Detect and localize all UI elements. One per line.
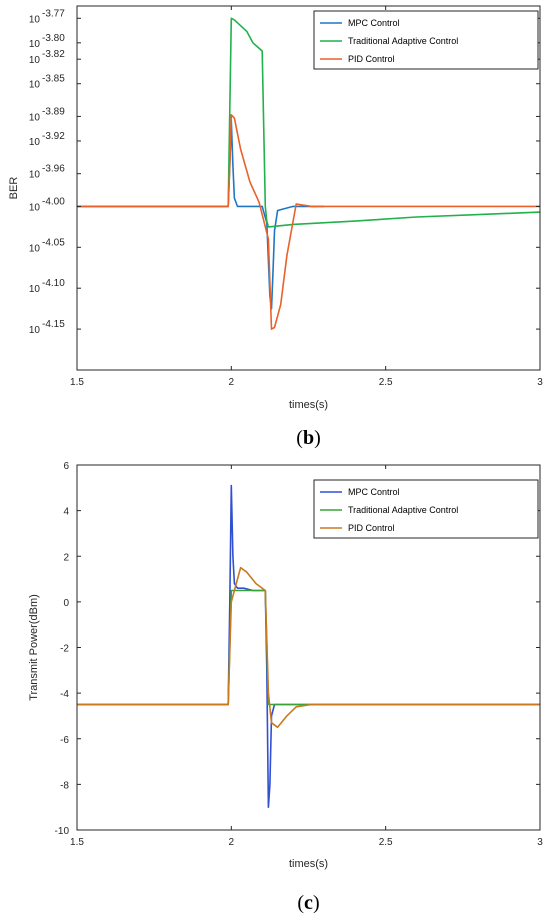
x-tick-label: 2 xyxy=(229,377,235,388)
legend-label: PID Control xyxy=(348,54,395,64)
y-tick-label-base: 10 xyxy=(29,137,41,148)
y-tick-label: -6 xyxy=(60,735,69,746)
y-tick-label: -2 xyxy=(60,644,69,655)
legend-box xyxy=(313,10,539,70)
y-tick-label-exponent: -3.80 xyxy=(42,33,65,44)
x-tick-label: 2.5 xyxy=(379,837,393,848)
legend-box xyxy=(313,479,539,539)
y-tick-label-exponent: -3.92 xyxy=(42,131,65,142)
y-tick-label: 2 xyxy=(63,552,69,563)
y-tick-label-exponent: -3.89 xyxy=(42,106,65,117)
y-tick-label-exponent: -3.82 xyxy=(42,49,65,60)
x-axis-label: times(s) xyxy=(289,858,328,870)
legend: MPC Control Traditional Adaptive Control P… xyxy=(313,479,539,539)
figure-caption: (c) xyxy=(297,892,319,914)
x-tick-label: 2.5 xyxy=(379,377,393,388)
y-tick-label: 0 xyxy=(63,598,69,609)
x-tick-label: 2 xyxy=(229,837,235,848)
y-tick-label-base: 10 xyxy=(29,202,41,213)
series-group xyxy=(77,17,540,330)
legend-label: MPC Control xyxy=(348,487,400,497)
y-axis-label: Transmit Power(dBm) xyxy=(28,594,40,701)
y-tick-label-exponent: -4.05 xyxy=(42,237,65,248)
x-tick-label: 1.5 xyxy=(70,837,84,848)
series-line-mpc-control xyxy=(77,119,324,310)
y-tick-label-exponent: -4.10 xyxy=(42,278,65,289)
y-tick-label-base: 10 xyxy=(29,39,41,50)
series-line-pid-control xyxy=(77,566,540,729)
y-tick-label-base: 10 xyxy=(29,325,41,336)
y-tick-label-exponent: -3.77 xyxy=(42,8,65,19)
plot-area-frame xyxy=(76,5,541,371)
legend-label: Traditional Adaptive Control xyxy=(348,505,458,515)
y-tick-label-exponent: -4.00 xyxy=(42,196,65,207)
y-tick-label: 6 xyxy=(63,461,69,472)
series-group xyxy=(77,484,540,809)
legend-label: Traditional Adaptive Control xyxy=(348,36,458,46)
y-tick-label: -10 xyxy=(55,826,70,837)
figure-caption: (b) xyxy=(296,427,320,449)
legend-label: PID Control xyxy=(348,523,395,533)
chart-b: 1.5 2 2.5 310-3.7710-3.8010-3.8210-3.8510-3… xyxy=(8,5,543,449)
caption-close: ) xyxy=(313,892,320,914)
y-tick-label: -4 xyxy=(60,689,69,700)
caption-letter: c xyxy=(304,892,313,914)
y-tick-label-base: 10 xyxy=(29,170,41,181)
chart-c: 1.5 2 2.5 3 6 4 2 0 -2 -4 -6 -8 -10 times(s) Transmit … xyxy=(28,461,543,914)
x-tick-label: 3 xyxy=(537,377,543,388)
y-tick-label-exponent: -4.15 xyxy=(42,319,65,330)
caption-close: ) xyxy=(314,427,321,449)
y-tick-label: 4 xyxy=(63,507,69,518)
y-tick-label-base: 10 xyxy=(29,55,41,66)
series-line-traditional-adaptive-control xyxy=(77,589,540,706)
y-tick-label-exponent: -3.85 xyxy=(42,74,65,85)
series-line-pid-control xyxy=(77,114,540,330)
y-tick-label-exponent: -3.96 xyxy=(42,164,65,175)
legend-label: MPC Control xyxy=(348,18,400,28)
y-tick-label-base: 10 xyxy=(29,284,41,295)
legend: MPC Control Traditional Adaptive Control P… xyxy=(313,10,539,70)
y-tick-label-base: 10 xyxy=(29,14,41,25)
y-tick-label-base: 10 xyxy=(29,112,41,123)
y-tick-label: -8 xyxy=(60,780,69,791)
caption-open: ( xyxy=(297,892,304,914)
caption-letter: b xyxy=(303,427,314,449)
caption-open: ( xyxy=(296,427,303,449)
y-tick-label-base: 10 xyxy=(29,243,41,254)
y-tick-label-base: 10 xyxy=(29,80,41,91)
x-tick-label: 3 xyxy=(537,837,543,848)
y-axis-label: BER xyxy=(8,177,20,200)
x-axis-label: times(s) xyxy=(289,399,328,411)
x-tick-label: 1.5 xyxy=(70,377,84,388)
